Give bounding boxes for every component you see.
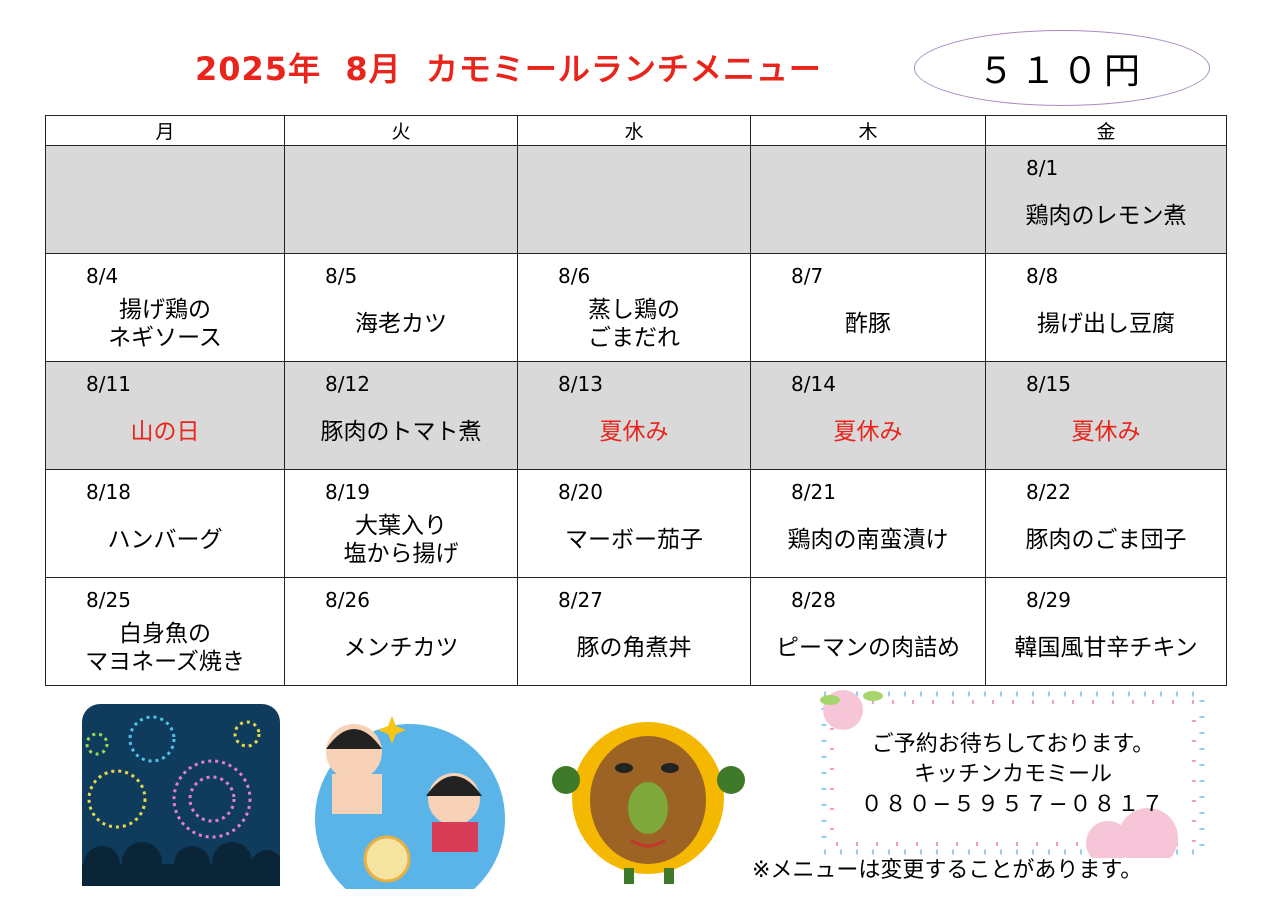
holiday-label: 夏休み bbox=[833, 419, 903, 445]
day-cell: 8/12 豚肉のトマト煮 bbox=[284, 361, 518, 470]
day-cell: 8/5 海老カツ bbox=[284, 253, 518, 362]
day-date: 8/20 bbox=[558, 480, 603, 504]
day-cell bbox=[750, 145, 986, 254]
dish-name: 鶏肉のレモン煮 bbox=[1025, 203, 1187, 229]
price-badge: ５１０円 bbox=[914, 30, 1210, 106]
day-date: 8/13 bbox=[558, 372, 603, 396]
menu-calendar: 月火水木金 8/1 鶏肉のレモン煮 8/4 揚げ鶏の ネギソース 8/5 海老カツ 8/6 蒸… bbox=[45, 115, 1227, 686]
day-cell: 8/28 ピーマンの肉詰め bbox=[750, 577, 986, 686]
week-row: 8/4 揚げ鶏の ネギソース 8/5 海老カツ 8/6 蒸し鶏の ごまだれ 8/7 酢豚 8/8… bbox=[45, 253, 1227, 362]
day-date: 8/29 bbox=[1026, 588, 1071, 612]
weekday-header: 火 bbox=[284, 115, 518, 146]
day-date: 8/6 bbox=[558, 264, 591, 288]
weekday-header: 木 bbox=[750, 115, 986, 146]
fireworks-illustration bbox=[82, 704, 280, 886]
dish-name bbox=[518, 184, 750, 248]
day-cell: 8/19 大葉入り 塩から揚げ bbox=[284, 469, 518, 578]
day-date: 8/1 bbox=[1026, 156, 1059, 180]
day-cell: 8/21 鶏肉の南蛮漬け bbox=[750, 469, 986, 578]
day-date: 8/4 bbox=[86, 264, 119, 288]
day-cell: 8/14 夏休み bbox=[750, 361, 986, 470]
day-date: 8/21 bbox=[791, 480, 836, 504]
contact-info: ご予約お待ちしております。 キッチンカモミール ０８０−５９５７−０８１７ bbox=[818, 730, 1208, 820]
day-date: 8/7 bbox=[791, 264, 824, 288]
dish-name: ハンバーグ bbox=[107, 527, 223, 553]
day-date: 8/19 bbox=[325, 480, 370, 504]
page-title: 2025年 8月 カモミールランチメニュー bbox=[195, 50, 822, 88]
phone-number: ０８０−５９５７−０８１７ bbox=[860, 792, 1166, 817]
dish-name: 揚げ出し豆腐 bbox=[1037, 311, 1175, 337]
dish-name bbox=[46, 184, 284, 248]
weekday-header: 金 bbox=[985, 115, 1227, 146]
week-row: 8/25 白身魚の マヨネーズ焼き 8/26 メンチカツ 8/27 豚の角煮丼 8/28 ピー… bbox=[45, 577, 1227, 686]
day-cell: 8/7 酢豚 bbox=[750, 253, 986, 362]
day-date: 8/22 bbox=[1026, 480, 1071, 504]
day-cell: 8/15 夏休み bbox=[985, 361, 1227, 470]
dish-name bbox=[751, 184, 985, 248]
day-cell bbox=[284, 145, 518, 254]
week-row: 8/1 鶏肉のレモン煮 bbox=[45, 145, 1227, 254]
dish-name: 酢豚 bbox=[845, 311, 891, 337]
day-cell: 8/20 マーボー茄子 bbox=[517, 469, 751, 578]
dish-name: マーボー茄子 bbox=[565, 527, 703, 553]
day-cell: 8/4 揚げ鶏の ネギソース bbox=[45, 253, 285, 362]
day-date: 8/28 bbox=[791, 588, 836, 612]
day-cell bbox=[45, 145, 285, 254]
dish-name: 大葉入り 塩から揚げ bbox=[343, 513, 459, 567]
dish-name: 韓国風甘辛チキン bbox=[1014, 635, 1198, 661]
day-cell: 8/1 鶏肉のレモン煮 bbox=[985, 145, 1227, 254]
dish-name: メンチカツ bbox=[343, 635, 459, 661]
week-row: 8/18 ハンバーグ 8/19 大葉入り 塩から揚げ 8/20 マーボー茄子 8/21 鶏肉の… bbox=[45, 469, 1227, 578]
day-cell: 8/8 揚げ出し豆腐 bbox=[985, 253, 1227, 362]
swimming-kids-illustration bbox=[315, 716, 505, 889]
day-cell: 8/13 夏休み bbox=[517, 361, 751, 470]
day-cell: 8/25 白身魚の マヨネーズ焼き bbox=[45, 577, 285, 686]
dish-name: 鶏肉の南蛮漬け bbox=[787, 527, 949, 553]
day-cell bbox=[517, 145, 751, 254]
day-date: 8/18 bbox=[86, 480, 131, 504]
day-cell: 8/26 メンチカツ bbox=[284, 577, 518, 686]
day-date: 8/14 bbox=[791, 372, 836, 396]
shop-name: キッチンカモミール bbox=[913, 762, 1112, 787]
dish-name: 白身魚の マヨネーズ焼き bbox=[85, 621, 245, 675]
day-date: 8/25 bbox=[86, 588, 131, 612]
day-date: 8/12 bbox=[325, 372, 370, 396]
day-date: 8/11 bbox=[86, 372, 131, 396]
day-date: 8/5 bbox=[325, 264, 358, 288]
reservation-message: ご予約お待ちしております。 bbox=[871, 732, 1155, 757]
menu-change-note: ※メニューは変更することがあります。 bbox=[752, 858, 1143, 883]
holiday-label: 夏休み bbox=[1071, 419, 1141, 445]
dish-name: 揚げ鶏の ネギソース bbox=[108, 297, 222, 351]
day-date: 8/15 bbox=[1026, 372, 1071, 396]
weekday-header: 月 bbox=[45, 115, 285, 146]
week-row: 8/11 山の日 8/12 豚肉のトマト煮 8/13 夏休み 8/14 夏休み 8/15 夏休み bbox=[45, 361, 1227, 470]
day-date: 8/26 bbox=[325, 588, 370, 612]
dish-name: 蒸し鶏の ごまだれ bbox=[588, 297, 680, 351]
day-cell: 8/29 韓国風甘辛チキン bbox=[985, 577, 1227, 686]
dish-name: 海老カツ bbox=[355, 311, 447, 337]
day-cell: 8/6 蒸し鶏の ごまだれ bbox=[517, 253, 751, 362]
day-date: 8/8 bbox=[1026, 264, 1059, 288]
floral-frame bbox=[820, 690, 1205, 858]
day-date: 8/27 bbox=[558, 588, 603, 612]
holiday-label: 山の日 bbox=[130, 419, 200, 445]
day-cell: 8/27 豚の角煮丼 bbox=[517, 577, 751, 686]
dish-name bbox=[285, 184, 517, 248]
dish-name: 豚肉のごま団子 bbox=[1025, 527, 1187, 553]
weekday-header: 水 bbox=[517, 115, 751, 146]
dish-name: 豚の角煮丼 bbox=[576, 635, 692, 661]
day-cell: 8/22 豚肉のごま団子 bbox=[985, 469, 1227, 578]
day-cell: 8/18 ハンバーグ bbox=[45, 469, 285, 578]
day-cell: 8/11 山の日 bbox=[45, 361, 285, 470]
holiday-label: 夏休み bbox=[599, 419, 669, 445]
dish-name: 豚肉のトマト煮 bbox=[320, 419, 482, 445]
dish-name: ピーマンの肉詰め bbox=[776, 635, 960, 661]
sunflower-illustration bbox=[552, 722, 745, 884]
